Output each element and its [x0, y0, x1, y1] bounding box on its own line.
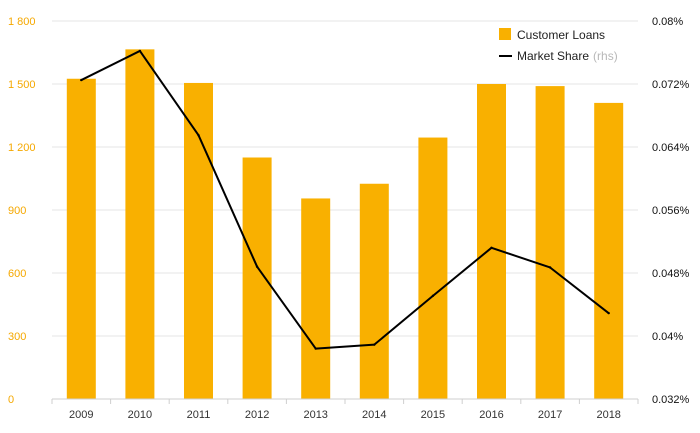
line-series-market-share — [80, 49, 610, 350]
x-tick-label: 2009 — [69, 409, 93, 421]
bar — [66, 78, 96, 399]
line-point — [314, 347, 317, 350]
bar — [594, 102, 624, 400]
bar — [477, 84, 506, 399]
x-tick-label: 2018 — [596, 409, 620, 421]
bar — [535, 86, 565, 399]
y-left-tick-label: 300 — [8, 331, 26, 343]
line-point — [197, 133, 200, 137]
y-right-tick-label: 0.032% — [652, 394, 690, 406]
line-point — [431, 294, 435, 298]
bar — [359, 183, 389, 399]
legend-swatch-customer-loans — [499, 28, 511, 40]
x-tick-label: 2015 — [421, 409, 445, 421]
right-y-axis: 0.032% 0.04% 0.048% 0.056% 0.064% 0.072% 0.08% — [652, 16, 690, 406]
line-point — [255, 265, 259, 268]
y-left-tick-label: 0 — [8, 394, 14, 406]
bar-series-customer-loans — [66, 49, 624, 400]
legend-label-market-share-name: Market Share — [517, 49, 589, 63]
legend-label-market-share: Market Share (rhs) — [517, 49, 618, 63]
y-right-tick-label: 0.04% — [652, 331, 683, 343]
y-right-tick-label: 0.072% — [652, 79, 690, 91]
market-share-line — [80, 49, 610, 350]
legend: Customer Loans Market Share (rhs) — [499, 28, 618, 63]
y-right-tick-label: 0.056% — [652, 205, 690, 217]
y-right-tick-label: 0.064% — [652, 142, 690, 154]
line-point — [490, 246, 493, 249]
legend-label-customer-loans: Customer Loans — [517, 28, 605, 42]
x-tick-label: 2010 — [128, 409, 152, 421]
x-tick-label: 2014 — [362, 409, 386, 421]
legend-label-market-share-suffix: (rhs) — [593, 49, 618, 63]
left-y-axis: 0 300 600 900 1 200 1 500 1 800 — [8, 16, 36, 406]
line-point — [80, 78, 83, 82]
x-axis: 2009 2010 2011 2012 2013 2014 2015 2016 2017 2018 — [51, 398, 639, 421]
line-point — [607, 311, 610, 315]
y-left-tick-label: 1 500 — [8, 79, 36, 91]
y-right-tick-label: 0.08% — [652, 16, 683, 28]
y-left-tick-label: 1 200 — [8, 142, 36, 154]
x-tick-label: 2013 — [303, 409, 327, 421]
bar — [184, 82, 213, 399]
y-right-tick-label: 0.048% — [652, 268, 690, 280]
x-tick-label: 2011 — [187, 409, 211, 421]
bar — [301, 198, 331, 399]
bar — [125, 49, 155, 399]
x-tick-label: 2016 — [479, 409, 503, 421]
y-left-tick-label: 1 800 — [8, 16, 36, 28]
y-left-tick-label: 600 — [8, 268, 26, 280]
bar — [242, 157, 272, 399]
line-point — [373, 343, 376, 346]
y-left-tick-label: 900 — [8, 205, 26, 217]
line-point — [138, 49, 142, 53]
x-tick-label: 2012 — [245, 409, 269, 421]
bar — [418, 137, 448, 400]
x-tick-label: 2017 — [538, 409, 562, 421]
line-point — [548, 266, 552, 269]
